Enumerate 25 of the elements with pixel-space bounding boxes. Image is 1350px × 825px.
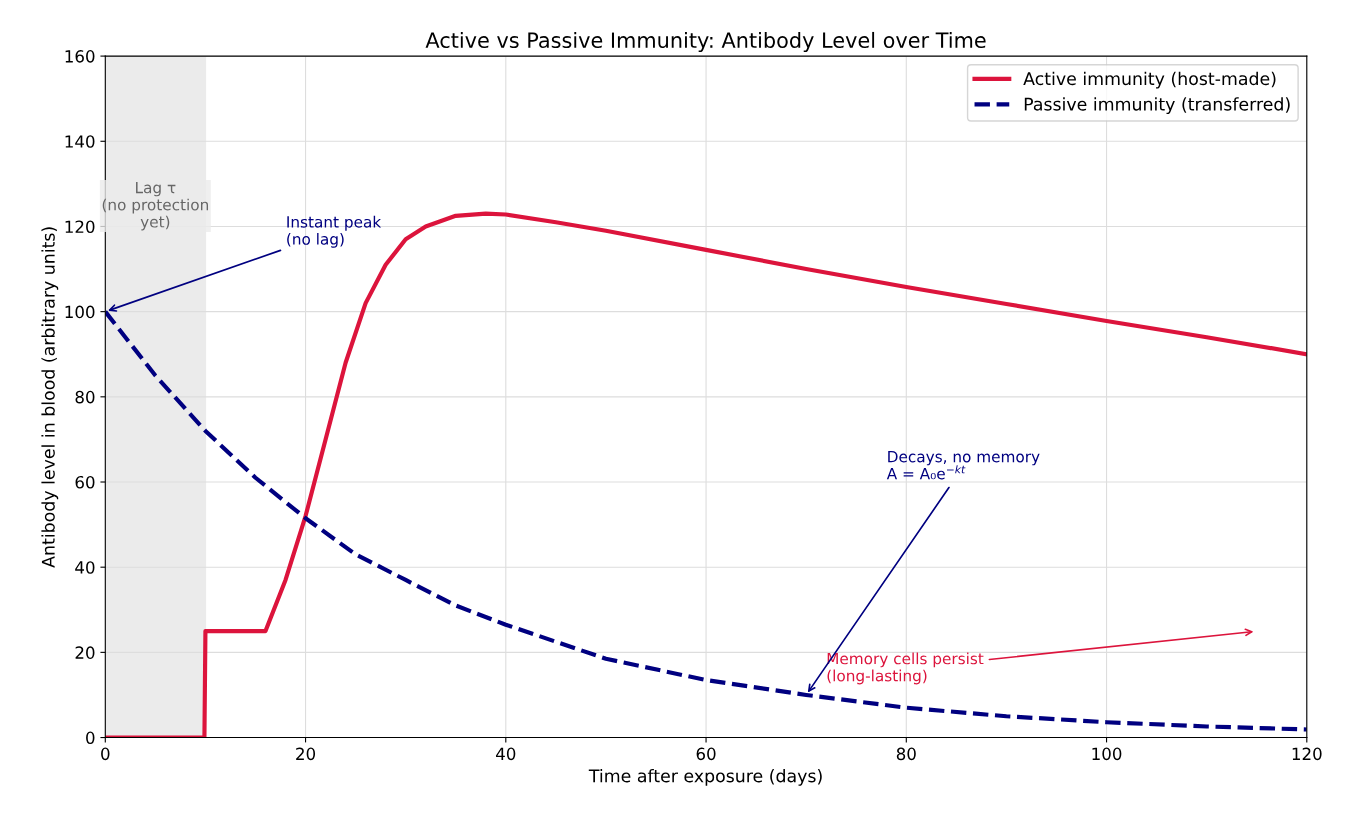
legend-label: Active immunity (host-made): [1023, 71, 1276, 89]
legend-label: Passive immunity (transferred): [1024, 97, 1290, 115]
annotation: Decays, no memory A = A₀e$^{−kt}$: [886, 451, 1040, 480]
band-label: Lag τ (no protection yet): [102, 181, 209, 231]
x-tick-label: 0: [101, 747, 110, 761]
y-tick-label: 160: [65, 50, 95, 63]
x-tick-label: 60: [696, 747, 716, 761]
y-tick-label: 20: [75, 646, 95, 659]
x-tick-label: 100: [1092, 747, 1122, 761]
y-tick-label: 80: [75, 390, 95, 404]
x-tick-label: 80: [896, 747, 916, 761]
y-tick-label: 40: [75, 561, 95, 574]
chart-title: Active vs Passive Immunity: Antibody Level over Time: [425, 31, 986, 53]
x-axis-title: Time after exposure (days): [588, 768, 822, 786]
y-axis-title: Antibody level in blood (arbitrary units): [41, 227, 59, 568]
y-tick-label: 0: [86, 731, 95, 745]
y-tick-label: 120: [65, 220, 95, 234]
x-tick-label: 120: [1292, 747, 1322, 761]
y-tick-label: 100: [65, 305, 95, 319]
y-tick-label: 140: [65, 135, 95, 148]
annotation: Instant peak (no lag): [287, 215, 382, 248]
x-tick-label: 40: [496, 747, 516, 761]
x-tick-label: 20: [296, 747, 316, 761]
y-tick-label: 60: [75, 475, 95, 489]
line-series: [105, 309, 1307, 732]
